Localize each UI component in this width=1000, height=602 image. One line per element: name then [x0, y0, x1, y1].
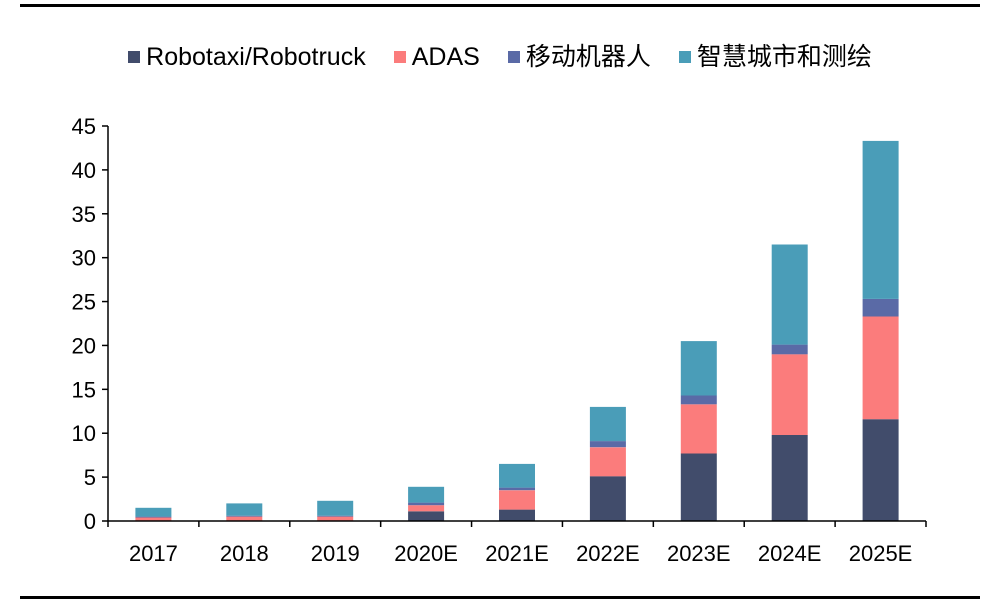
- bar-segment-2023E-s3: [680, 341, 717, 396]
- bottom-rule: [20, 596, 980, 599]
- y-tick-label-45: 45: [72, 114, 96, 139]
- bar-segment-2024E-s2: [771, 344, 808, 355]
- bar-segment-2024E-s1: [771, 354, 808, 435]
- legend-swatch-mobile-robot: [507, 51, 520, 63]
- bar-segment-2019-s2: [317, 515, 354, 517]
- bar-segment-2017-s1: [135, 517, 172, 521]
- bar-segment-2017-s2: [135, 516, 172, 518]
- bar-segment-2020E-s3: [408, 486, 445, 503]
- bar-segment-2022E-s3: [589, 406, 626, 442]
- x-tick-label-2017: 2017: [129, 541, 178, 566]
- bar-segment-2022E-s2: [589, 441, 626, 448]
- bar-segment-2018-s2: [226, 515, 263, 517]
- y-tick-label-35: 35: [72, 202, 96, 227]
- bar-segment-2025E-s3: [862, 140, 899, 299]
- y-tick-label-20: 20: [72, 333, 96, 358]
- bar-segment-2025E-s2: [862, 298, 899, 317]
- bar-segment-2021E-s3: [499, 463, 535, 488]
- legend-swatch-adas: [393, 51, 406, 63]
- bar-segment-2021E-s0: [499, 509, 535, 521]
- bar-segment-2023E-s1: [680, 404, 717, 454]
- bar-segment-2023E-s0: [680, 453, 717, 521]
- x-tick-label-2023E: 2023E: [667, 541, 731, 566]
- bar-segment-2025E-s1: [862, 316, 899, 420]
- bar-segment-2018-s1: [226, 516, 263, 521]
- bar-segment-2018-s3: [226, 503, 263, 516]
- bar-segment-2020E-s2: [408, 502, 445, 506]
- legend-label-adas: ADAS: [411, 43, 480, 71]
- bar-segment-2019-s3: [317, 500, 354, 516]
- legend-swatch-robotaxi: [128, 51, 141, 63]
- bar-segment-2025E-s0: [862, 419, 899, 521]
- chart-legend: Robotaxi/Robotruck ADAS 移动机器人 智慧城市和测绘: [0, 42, 1000, 72]
- y-tick-label-25: 25: [72, 290, 96, 315]
- bar-segment-2020E-s0: [408, 511, 445, 521]
- legend-label-robotaxi: Robotaxi/Robotruck: [146, 43, 366, 71]
- x-tick-label-2025E: 2025E: [849, 541, 913, 566]
- bar-segment-2017-s3: [135, 507, 172, 517]
- legend-item-mobile-robot: 移动机器人: [507, 42, 651, 72]
- y-tick-label-10: 10: [72, 421, 96, 446]
- y-tick-label-0: 0: [84, 509, 96, 534]
- y-tick-label-30: 30: [72, 246, 96, 271]
- legend-swatch-smart-city: [678, 51, 691, 63]
- legend-item-adas: ADAS: [393, 42, 480, 72]
- bar-segment-2022E-s0: [589, 476, 626, 521]
- top-rule: [20, 4, 980, 7]
- y-tick-label-5: 5: [84, 465, 96, 490]
- bar-segment-2024E-s0: [771, 435, 808, 521]
- legend-label-mobile-robot: 移动机器人: [525, 43, 651, 71]
- bar-segment-2024E-s3: [771, 244, 808, 345]
- x-tick-label-2024E: 2024E: [758, 541, 822, 566]
- legend-label-smart-city: 智慧城市和测绘: [696, 43, 872, 71]
- bar-segment-2021E-s2: [499, 487, 535, 491]
- bar-segment-2019-s1: [317, 516, 354, 521]
- x-tick-label-2019: 2019: [311, 541, 360, 566]
- bar-segment-2022E-s1: [589, 447, 626, 477]
- legend-item-smart-city: 智慧城市和测绘: [678, 42, 872, 72]
- bar-segment-2023E-s2: [680, 395, 717, 405]
- bar-segment-2021E-s1: [499, 490, 535, 510]
- x-tick-label-2022E: 2022E: [576, 541, 640, 566]
- x-tick-label-2020E: 2020E: [394, 541, 458, 566]
- y-tick-label-15: 15: [72, 377, 96, 402]
- x-tick-label-2021E: 2021E: [485, 541, 549, 566]
- x-tick-label-2018: 2018: [220, 541, 269, 566]
- bar-segment-2020E-s1: [408, 505, 445, 512]
- legend-item-robotaxi: Robotaxi/Robotruck: [128, 42, 366, 72]
- y-tick-label-40: 40: [72, 158, 96, 183]
